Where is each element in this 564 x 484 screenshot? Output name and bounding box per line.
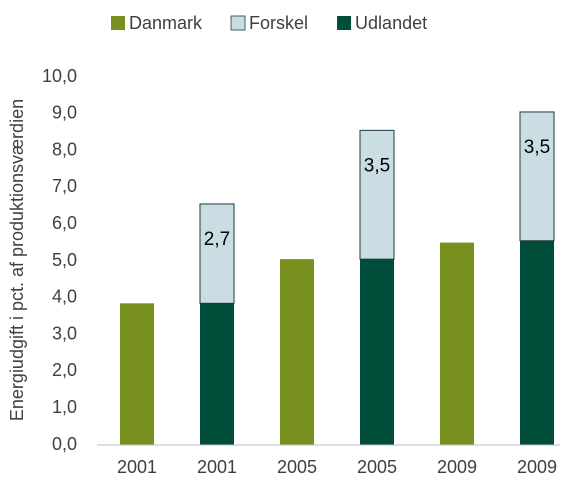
y-axis-label: Energiudgift i pct. af produktionsværdie…: [7, 99, 27, 421]
y-tick-label: 2,0: [52, 360, 77, 380]
legend-swatch: [111, 16, 125, 30]
bar: [280, 259, 314, 445]
legend-label: Udlandet: [355, 13, 427, 33]
bar: [520, 240, 554, 445]
legend-swatch: [230, 15, 246, 31]
x-tick-label: 2005: [277, 457, 317, 477]
y-tick-label: 1,0: [52, 397, 77, 417]
legend-label: Danmark: [129, 13, 203, 33]
legend-swatch: [337, 16, 352, 30]
x-tick-label: 2001: [117, 457, 157, 477]
y-tick-label: 7,0: [52, 176, 77, 196]
y-tick-label: 0,0: [52, 434, 77, 454]
bar: [359, 129, 395, 260]
data-label: 3,5: [524, 137, 550, 158]
bar: [120, 303, 154, 445]
data-label: 3,5: [364, 155, 390, 176]
bar: [519, 111, 555, 242]
x-tick-label: 2009: [437, 457, 477, 477]
bar: [360, 259, 394, 445]
bar: [200, 303, 234, 445]
y-tick-label: 8,0: [52, 139, 77, 159]
y-tick-label: 9,0: [52, 103, 77, 123]
x-tick-label: 2005: [357, 457, 397, 477]
bar: [199, 203, 235, 304]
y-tick-label: 6,0: [52, 213, 77, 233]
legend-label: Forskel: [249, 13, 308, 33]
y-tick-label: 4,0: [52, 287, 77, 307]
y-tick-label: 3,0: [52, 323, 77, 343]
data-label: 2,7: [204, 229, 230, 250]
y-tick-label: 10,0: [42, 66, 77, 86]
bar: [440, 242, 474, 445]
x-tick-label: 2001: [197, 457, 237, 477]
y-tick-label: 5,0: [52, 250, 77, 270]
x-tick-label: 2009: [517, 457, 557, 477]
